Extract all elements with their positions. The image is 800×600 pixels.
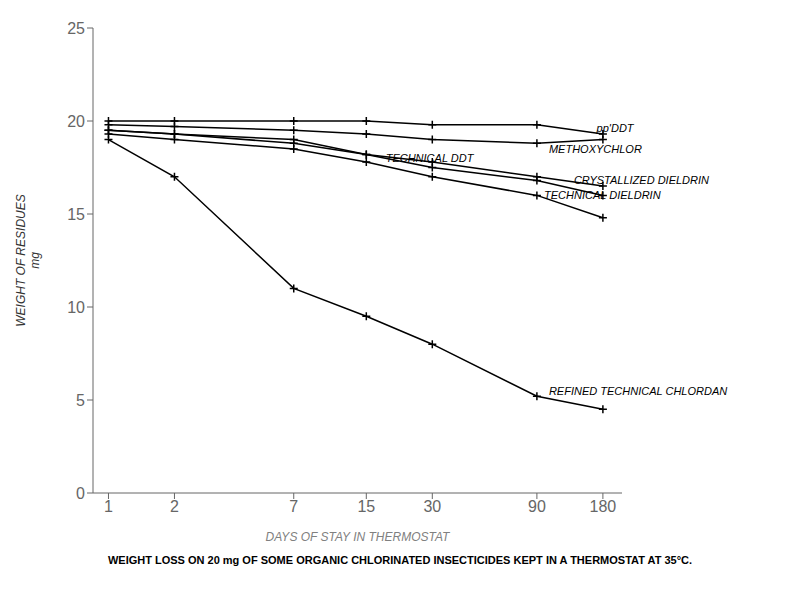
svg-text:15: 15 [67,206,85,223]
svg-text:5: 5 [76,392,85,409]
svg-text:25: 25 [67,20,85,37]
svg-text:1: 1 [104,498,113,515]
svg-text:10: 10 [67,299,85,316]
svg-text:TECHNICAL DDT: TECHNICAL DDT [386,152,475,164]
svg-text:20: 20 [67,113,85,130]
svg-text:METHOXYCHLOR: METHOXYCHLOR [549,143,642,155]
svg-text:7: 7 [289,498,298,515]
svg-text:DAYS OF STAY IN THERMOSTAT: DAYS OF STAY IN THERMOSTAT [266,530,451,544]
svg-text:90: 90 [528,498,546,515]
svg-text:WEIGHT OF RESIDUESmg: WEIGHT OF RESIDUESmg [14,194,42,326]
svg-text:TECHNICAL DIELDRIN: TECHNICAL DIELDRIN [544,189,661,201]
svg-text:2: 2 [170,498,179,515]
svg-text:CRYSTALLIZED DIELDRIN: CRYSTALLIZED DIELDRIN [574,174,709,186]
svg-text:30: 30 [423,498,441,515]
svg-text:pp'DDT: pp'DDT [596,122,635,134]
svg-text:0: 0 [76,485,85,502]
svg-text:180: 180 [590,498,617,515]
svg-text:15: 15 [357,498,375,515]
svg-text:REFINED TECHNICAL CHLORDAN: REFINED TECHNICAL CHLORDAN [549,385,727,397]
html-text:WEIGHT LOSS ON 20 mg OF SOME O: WEIGHT LOSS ON 20 mg OF SOME ORGANIC CHL… [107,554,693,566]
